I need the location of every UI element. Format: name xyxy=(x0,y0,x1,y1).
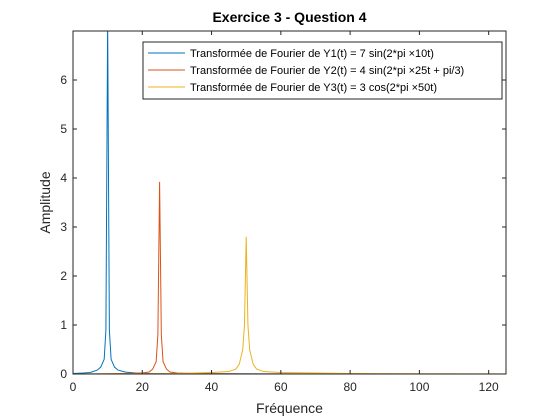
x-tick-label: 120 xyxy=(479,380,499,394)
legend-label-1: Transformée de Fourier de Y1(t) = 7 sin(… xyxy=(190,48,434,60)
x-axis-label: Fréquence xyxy=(256,400,323,416)
y-tick-label: 1 xyxy=(60,318,67,332)
ticks-group: 0 20 40 60 80 100 120 0 1 2 3 4 5 6 xyxy=(60,31,506,394)
x-tick-label: 60 xyxy=(274,380,288,394)
x-tick-label: 40 xyxy=(205,380,219,394)
y-axis-label: Amplitude xyxy=(37,171,53,233)
y-tick-label: 3 xyxy=(60,220,67,234)
y-tick-label: 4 xyxy=(60,171,67,185)
x-tick-label: 100 xyxy=(409,380,429,394)
x-tick-label: 20 xyxy=(136,380,150,394)
y-tick-label: 6 xyxy=(60,73,67,87)
series-line-3 xyxy=(73,236,506,374)
y-tick-label: 2 xyxy=(60,269,67,283)
legend-label-2: Transformée de Fourier de Y2(t) = 4 sin(… xyxy=(190,65,464,77)
x-tick-label: 80 xyxy=(343,380,357,394)
y-tick-label: 0 xyxy=(60,367,67,381)
y-tick-label: 5 xyxy=(60,122,67,136)
chart-title: Exercice 3 - Question 4 xyxy=(212,9,366,25)
legend[interactable]: Transformée de Fourier de Y1(t) = 7 sin(… xyxy=(142,41,503,100)
legend-label-3: Transformée de Fourier de Y3(t) = 3 cos(… xyxy=(190,82,437,94)
axes-box xyxy=(72,30,507,375)
legend-box xyxy=(142,41,503,100)
x-tick-label: 0 xyxy=(70,380,77,394)
